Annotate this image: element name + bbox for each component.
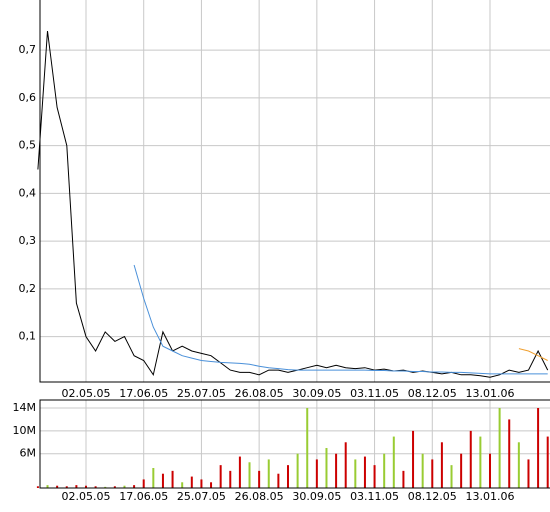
- volume-bar: [142, 479, 145, 488]
- x-tick-label: 02.05.05: [62, 490, 111, 503]
- volume-bar: [402, 470, 405, 488]
- y-tick-label: 0,6: [19, 91, 37, 104]
- x-tick-label: 08.12.05: [408, 387, 457, 400]
- x-tick-label: 17.06.05: [119, 490, 168, 503]
- volume-bar: [36, 486, 39, 488]
- volume-bar: [248, 462, 251, 488]
- volume-bar: [277, 473, 280, 488]
- volume-bar: [508, 419, 511, 488]
- volume-bar: [392, 436, 395, 488]
- y-tick-label: 0,3: [19, 234, 37, 247]
- volume-bar: [133, 485, 136, 488]
- price-line: [37, 30, 549, 378]
- volume-bar: [315, 459, 318, 488]
- x-tick-label: 03.11.05: [350, 490, 399, 503]
- volume-bar: [325, 448, 328, 488]
- volume-bar: [171, 470, 174, 488]
- x-tick-label: 02.05.05: [62, 387, 111, 400]
- volume-bar: [238, 456, 241, 488]
- x-tick-label: 26.08.05: [235, 387, 284, 400]
- x-tick-label: 26.08.05: [235, 490, 284, 503]
- volume-bar: [296, 453, 299, 488]
- volume-bar: [200, 479, 203, 488]
- volume-bar: [363, 456, 366, 488]
- volume-bar: [517, 442, 520, 488]
- volume-bar: [286, 465, 289, 488]
- volume-bar: [306, 408, 309, 488]
- x-tick-label: 13.01.06: [466, 387, 515, 400]
- volume-bar: [421, 453, 424, 488]
- x-tick-label: 25.07.05: [177, 490, 226, 503]
- x-tick-label: 30.09.05: [292, 387, 341, 400]
- volume-bar: [335, 453, 338, 488]
- volume-bar: [267, 459, 270, 488]
- volume-bar: [65, 486, 68, 488]
- y-tick-label: 0,5: [19, 139, 37, 152]
- volume-bar: [527, 459, 530, 488]
- volume-bar: [161, 473, 164, 488]
- volume-bar: [498, 408, 501, 488]
- volume-bar: [450, 465, 453, 488]
- volume-bar: [412, 430, 415, 488]
- volume-bar: [75, 485, 78, 488]
- volume-bar: [488, 453, 491, 488]
- volume-bar: [229, 470, 232, 488]
- volume-bar: [431, 459, 434, 488]
- volume-bar: [46, 485, 49, 488]
- volume-bar: [383, 453, 386, 488]
- x-tick-label: 08.12.05: [408, 490, 457, 503]
- volume-bar: [354, 459, 357, 488]
- price-line: [518, 348, 548, 361]
- y-tick-label: 0,4: [19, 186, 37, 199]
- volume-bar: [373, 465, 376, 488]
- volume-bar: [181, 482, 184, 488]
- volume-bar: [152, 468, 155, 488]
- volume-bar: [537, 408, 540, 488]
- volume-bar: [258, 470, 261, 488]
- volume-bar: [479, 436, 482, 488]
- volume-bar: [56, 485, 59, 488]
- x-tick-label: 17.06.05: [119, 387, 168, 400]
- volume-bar: [460, 453, 463, 488]
- volume-bar: [344, 442, 347, 488]
- plot-frame: [39, 0, 550, 383]
- volume-bar: [190, 476, 193, 488]
- price-line: [133, 264, 548, 375]
- x-tick-label: 03.11.05: [350, 387, 399, 400]
- volume-bar: [440, 442, 443, 488]
- y-tick-label: 6M: [20, 447, 37, 460]
- volume-bar: [219, 465, 222, 488]
- plot-frame: [39, 399, 550, 489]
- volume-bar: [113, 486, 116, 488]
- volume-bar: [210, 482, 213, 488]
- volume-bar: [546, 436, 549, 488]
- volume-bar: [469, 430, 472, 488]
- volume-bar: [123, 485, 126, 488]
- y-tick-label: 14M: [13, 401, 37, 414]
- volume-bar: [94, 486, 97, 488]
- y-tick-label: 0,2: [19, 282, 37, 295]
- y-tick-label: 0,7: [19, 43, 37, 56]
- x-tick-label: 13.01.06: [466, 490, 515, 503]
- y-tick-label: 0,1: [19, 330, 37, 343]
- volume-bar: [84, 485, 87, 488]
- x-tick-label: 25.07.05: [177, 387, 226, 400]
- y-tick-label: 10M: [13, 424, 37, 437]
- x-tick-label: 30.09.05: [292, 490, 341, 503]
- volume-bar: [104, 486, 107, 488]
